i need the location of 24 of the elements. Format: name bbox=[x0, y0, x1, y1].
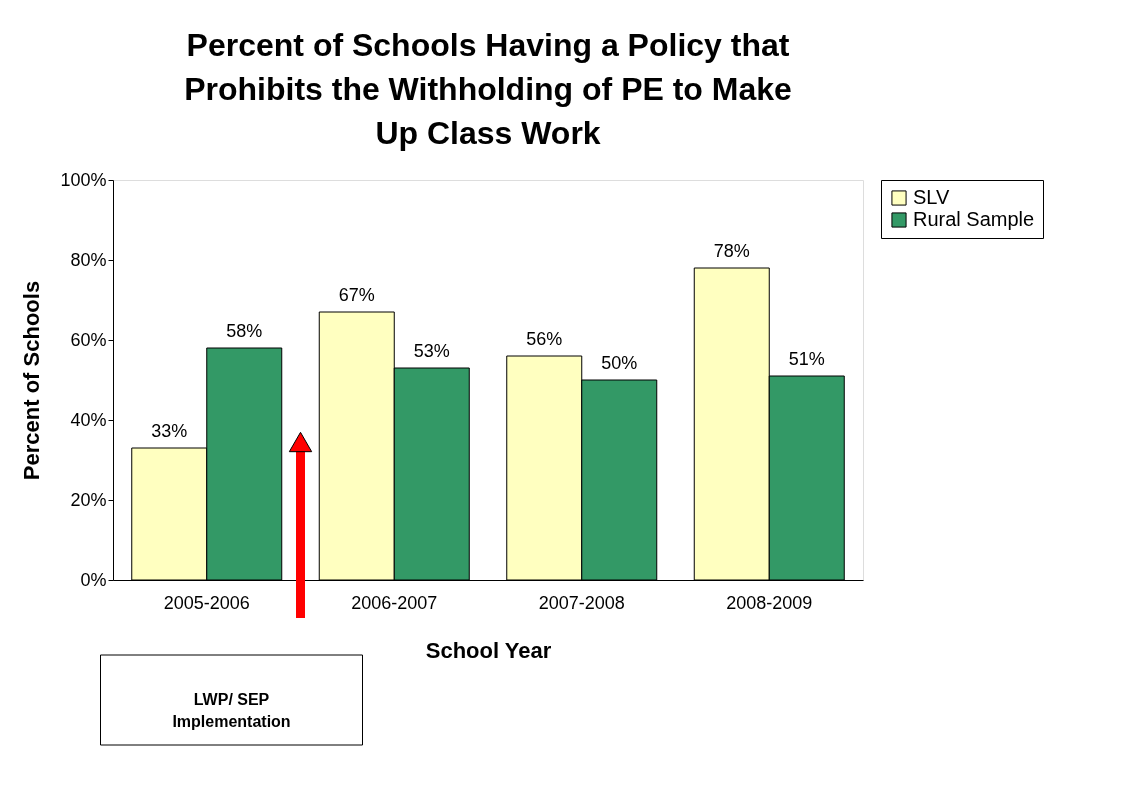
data-label: 33% bbox=[151, 421, 188, 441]
y-tick-label: 40% bbox=[70, 409, 107, 430]
data-label: 56% bbox=[526, 329, 563, 349]
text: LWP/ SEP Implementation bbox=[172, 691, 291, 730]
data-label: 78% bbox=[713, 241, 750, 261]
legend-label: SLV bbox=[913, 186, 950, 208]
legend-label: Rural Sample bbox=[913, 208, 1035, 230]
x-tick-label: 2007-2008 bbox=[538, 592, 625, 613]
x-tick-label: 2008-2009 bbox=[726, 592, 813, 613]
data-label: 53% bbox=[413, 341, 450, 361]
chart-title: Percent of Schools Having a Policy that Prohibits the Withholding of PE to Make Up Class Work bbox=[184, 27, 792, 151]
data-label: 67% bbox=[338, 285, 375, 305]
y-tick-label: 60% bbox=[70, 329, 107, 350]
y-tick-label: 80% bbox=[70, 249, 107, 270]
data-label: 58% bbox=[226, 321, 263, 341]
x-tick-label: 2006-2007 bbox=[351, 592, 438, 613]
y-tick-label: 100% bbox=[60, 169, 107, 190]
data-label: 51% bbox=[788, 349, 825, 369]
x-axis-title: School Year bbox=[425, 637, 552, 663]
y-tick-label: 0% bbox=[80, 569, 107, 590]
x-tick-label: 2005-2006 bbox=[163, 592, 250, 613]
y-axis-title: Percent of Schools bbox=[19, 280, 45, 481]
data-label: 50% bbox=[601, 353, 638, 373]
y-tick-label: 20% bbox=[70, 489, 107, 510]
